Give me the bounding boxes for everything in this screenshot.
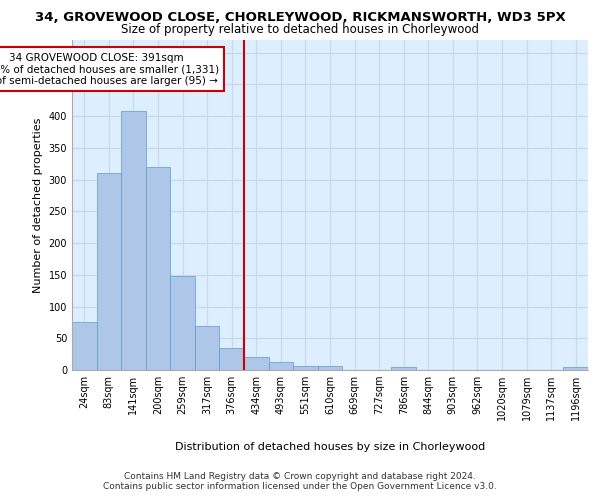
Bar (195, 326, 220, 370)
Text: 34 GROVEWOOD CLOSE: 391sqm
← 93% of detached houses are smaller (1,331)
7% of se: 34 GROVEWOOD CLOSE: 391sqm ← 93% of deta… (0, 52, 218, 86)
Bar (318, 366, 342, 370)
Bar (72, 322, 97, 370)
Bar (121, 111, 146, 370)
Bar (146, 167, 170, 370)
Y-axis label: Number of detached properties: Number of detached properties (33, 118, 43, 292)
Bar (220, 348, 244, 370)
Bar (563, 367, 588, 370)
Text: Contains HM Land Registry data © Crown copyright and database right 2024.
Contai: Contains HM Land Registry data © Crown c… (103, 472, 497, 491)
Bar (170, 276, 195, 370)
Bar (244, 358, 269, 370)
Bar (269, 362, 293, 370)
Text: Size of property relative to detached houses in Chorleywood: Size of property relative to detached ho… (121, 22, 479, 36)
Bar (391, 367, 416, 370)
Bar (293, 366, 318, 370)
Bar (97, 172, 121, 370)
Text: 34, GROVEWOOD CLOSE, CHORLEYWOOD, RICKMANSWORTH, WD3 5PX: 34, GROVEWOOD CLOSE, CHORLEYWOOD, RICKMA… (35, 11, 565, 24)
Text: Distribution of detached houses by size in Chorleywood: Distribution of detached houses by size … (175, 442, 485, 452)
